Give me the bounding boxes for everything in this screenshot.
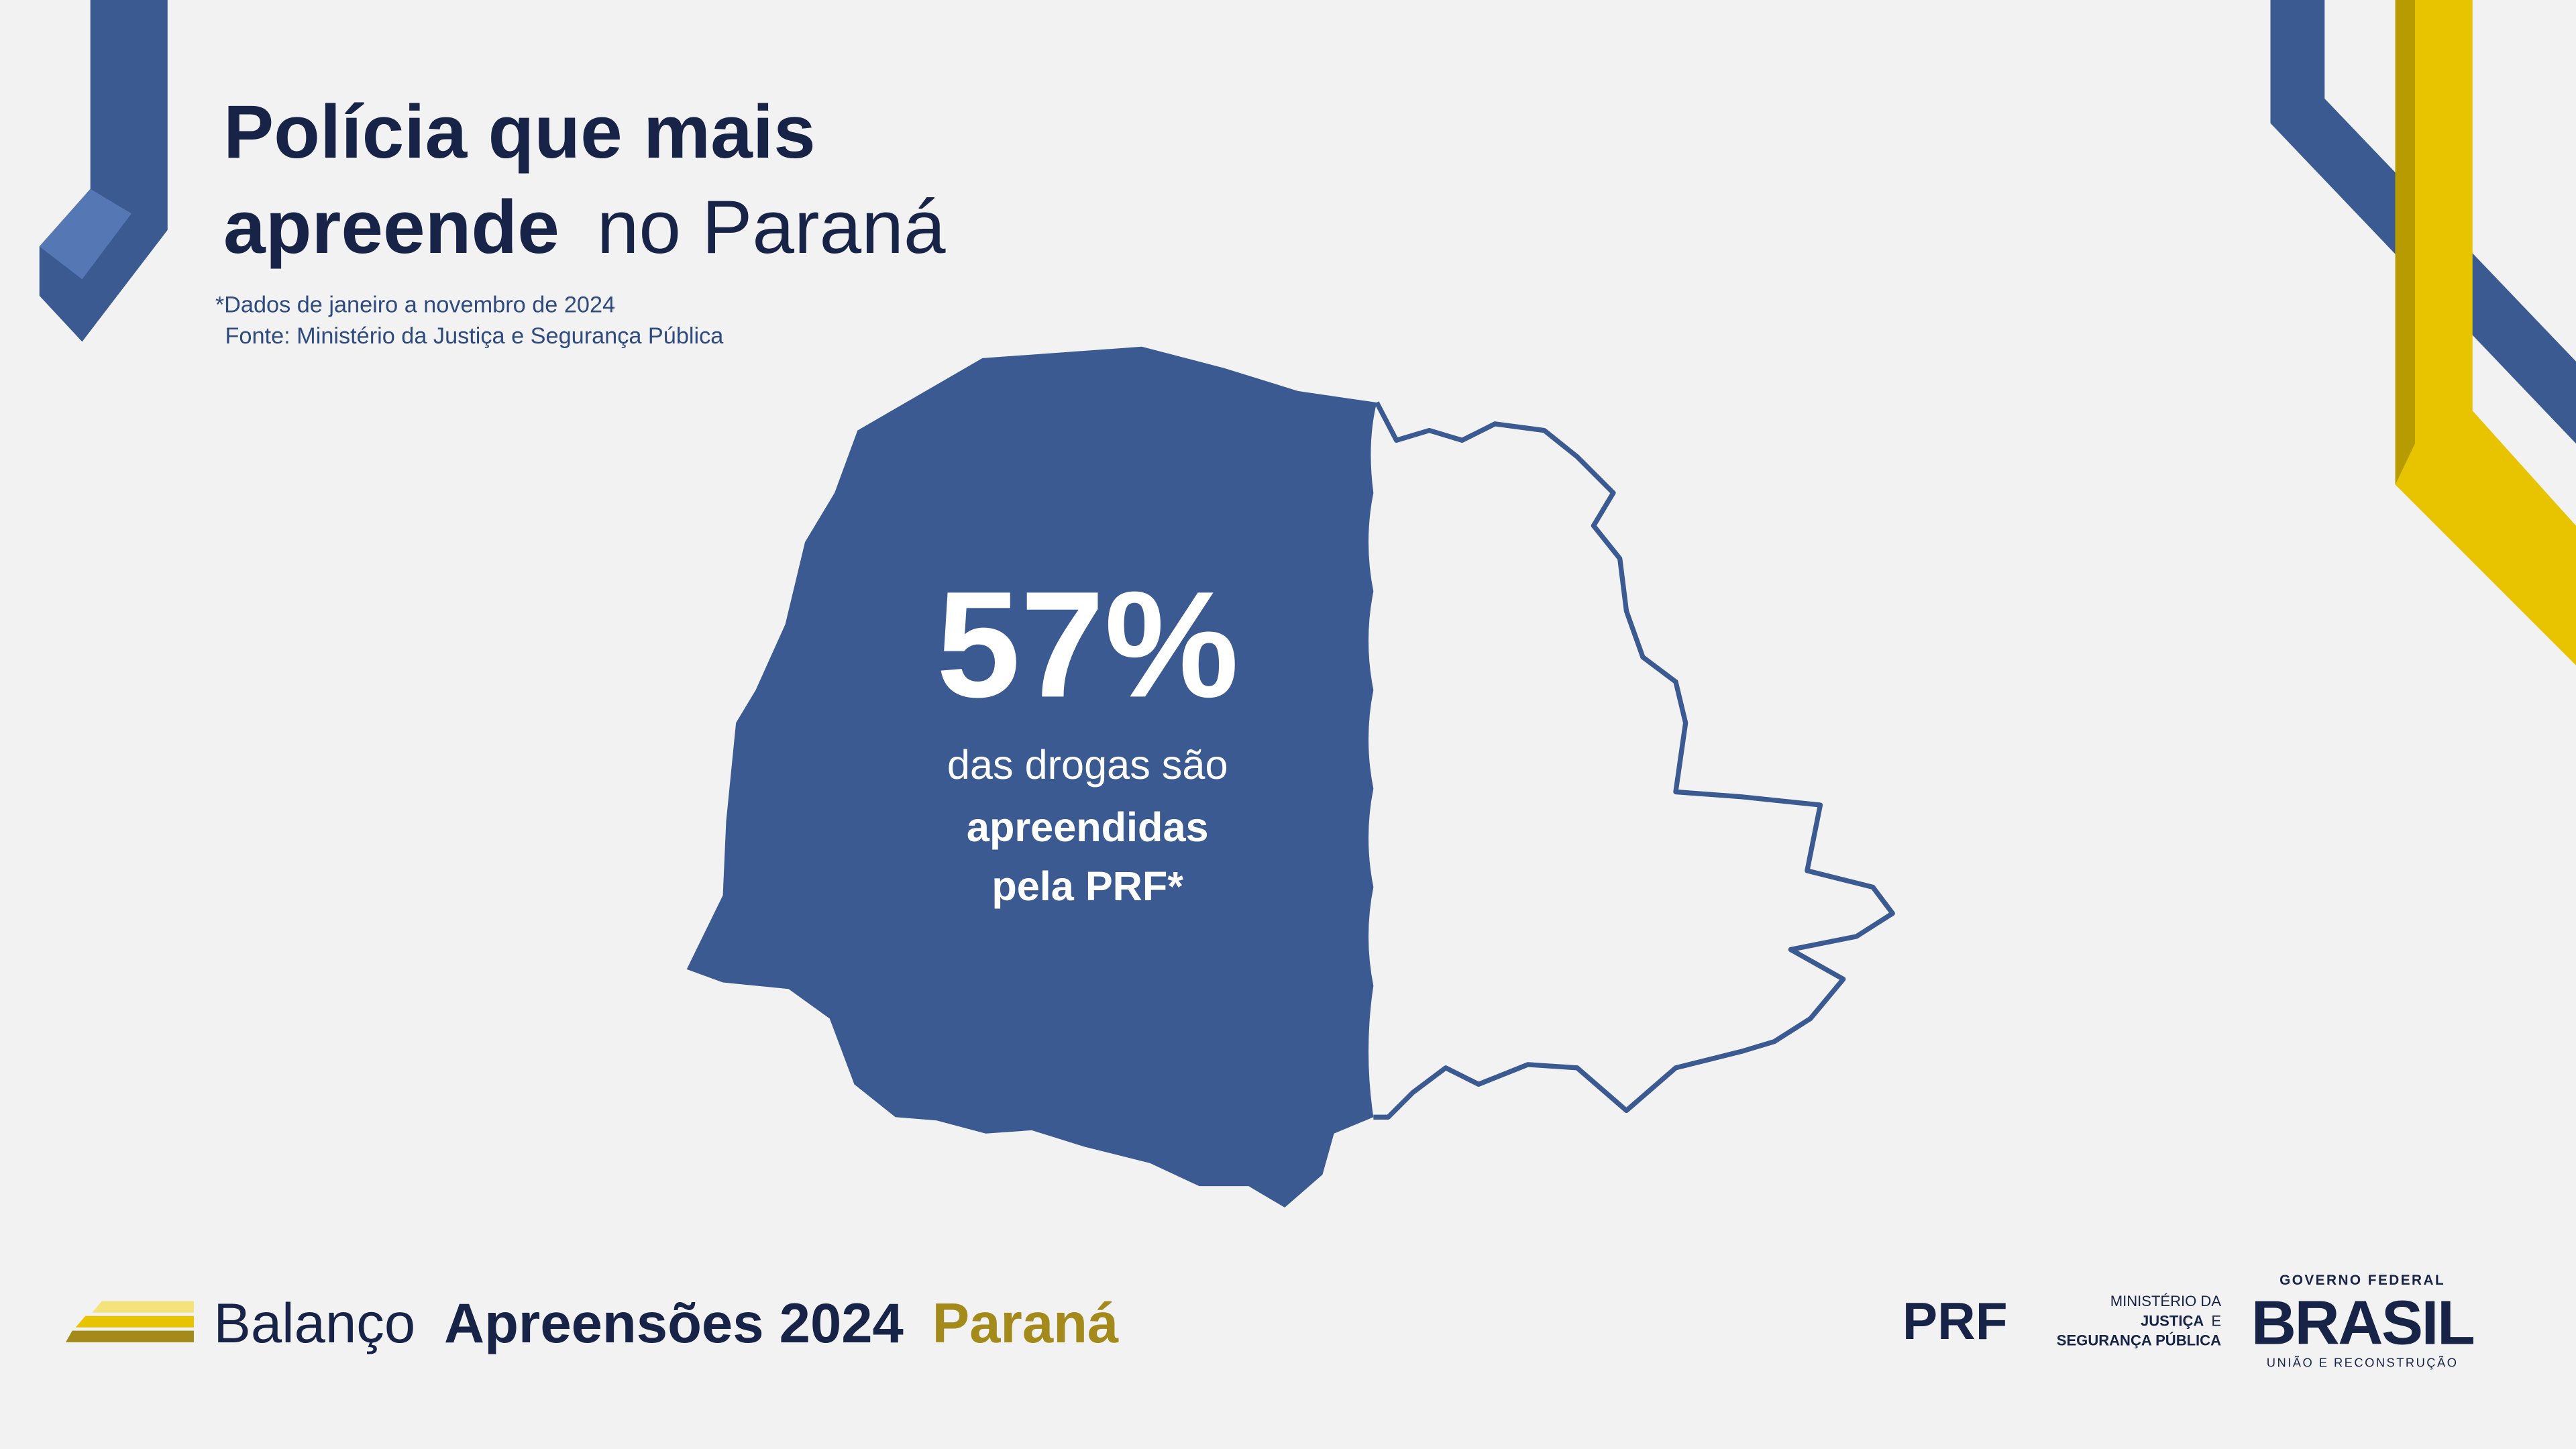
footer-icon [65, 1330, 194, 1342]
footer-word: Paraná [932, 1292, 1119, 1354]
note: *Dados de janeiro a novembro de 2024 [215, 292, 615, 317]
decoration [39, 189, 131, 280]
logo-ministry-bold: JUSTIÇA [2141, 1312, 2204, 1329]
logo-gov: UNIÃO E RECONSTRUÇÃO [2267, 1356, 2459, 1370]
highlight-figure: 57% [936, 559, 1239, 729]
title: apreende no Paraná [223, 184, 946, 269]
footer-title: Balanço Apreensões 2024 Paraná [213, 1292, 1119, 1354]
title-bold: apreende [223, 184, 559, 269]
title: Polícia que mais [223, 89, 816, 174]
decoration [2395, 0, 2576, 665]
highlight-text: apreendidas [967, 804, 1209, 850]
highlight-text: das drogas são [947, 742, 1228, 788]
title-light: no Paraná [597, 184, 946, 269]
decoration [2395, 0, 2415, 485]
footer-icon [92, 1301, 194, 1313]
logo-prf: PRF [1902, 1291, 2008, 1350]
logo-ministry: JUSTIÇA E [2141, 1312, 2221, 1329]
footer-word: Balanço [213, 1292, 415, 1354]
logo-ministry-regular: E [2211, 1312, 2221, 1329]
logo-gov: GOVERNO FEDERAL [2279, 1273, 2445, 1288]
logo-ministry: MINISTÉRIO DA [2110, 1293, 2222, 1309]
highlight-text: pela PRF* [991, 863, 1183, 909]
logo-ministry: SEGURANÇA PÚBLICA [2057, 1332, 2221, 1349]
map-region-prf [686, 346, 1377, 1208]
source: Fonte: Ministério da Justiça e Segurança… [225, 323, 724, 349]
footer-word: Apreensões 2024 [444, 1292, 904, 1354]
map-region-outline [1373, 401, 1895, 1120]
footer-icon [75, 1316, 194, 1328]
logo-gov-brasil: BRASIL [2251, 1287, 2474, 1357]
